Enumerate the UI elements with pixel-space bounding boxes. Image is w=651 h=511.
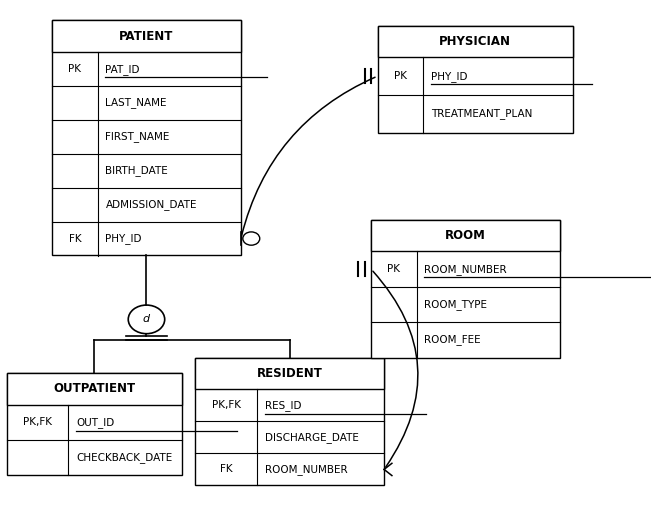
- Bar: [7, 373, 182, 475]
- Bar: [378, 26, 573, 57]
- Bar: [52, 20, 241, 256]
- Text: PK: PK: [68, 64, 81, 74]
- Text: OUTPATIENT: OUTPATIENT: [53, 382, 135, 396]
- Text: PHY_ID: PHY_ID: [105, 233, 142, 244]
- Text: RES_ID: RES_ID: [265, 400, 301, 411]
- Text: LAST_NAME: LAST_NAME: [105, 98, 167, 108]
- Text: ROOM_NUMBER: ROOM_NUMBER: [265, 464, 348, 475]
- Bar: [7, 373, 182, 405]
- Text: ROOM: ROOM: [445, 229, 486, 242]
- Bar: [52, 20, 241, 52]
- Text: ROOM_FEE: ROOM_FEE: [424, 335, 481, 345]
- Text: OUT_ID: OUT_ID: [76, 417, 115, 428]
- Bar: [378, 26, 573, 133]
- Text: CHECKBACK_DATE: CHECKBACK_DATE: [76, 452, 173, 463]
- Text: FK: FK: [220, 464, 232, 474]
- Text: PAT_ID: PAT_ID: [105, 63, 140, 75]
- Text: TREATMEANT_PLAN: TREATMEANT_PLAN: [431, 108, 533, 120]
- Text: PATIENT: PATIENT: [119, 30, 174, 43]
- Text: ROOM_NUMBER: ROOM_NUMBER: [424, 264, 507, 274]
- Bar: [195, 358, 384, 485]
- Text: PHYSICIAN: PHYSICIAN: [439, 35, 511, 48]
- Text: PK: PK: [387, 264, 400, 274]
- Text: ADMISSION_DATE: ADMISSION_DATE: [105, 199, 197, 210]
- Text: FK: FK: [68, 234, 81, 244]
- Text: BIRTH_DATE: BIRTH_DATE: [105, 165, 168, 176]
- Text: PK: PK: [394, 71, 407, 81]
- Bar: [371, 220, 560, 251]
- Bar: [371, 220, 560, 358]
- Text: ROOM_TYPE: ROOM_TYPE: [424, 299, 488, 310]
- Text: RESIDENT: RESIDENT: [256, 367, 323, 380]
- Text: PK,FK: PK,FK: [212, 401, 241, 410]
- Text: PHY_ID: PHY_ID: [431, 71, 467, 82]
- Text: PK,FK: PK,FK: [23, 417, 52, 427]
- Text: d: d: [143, 314, 150, 324]
- Bar: [195, 358, 384, 389]
- Text: DISCHARGE_DATE: DISCHARGE_DATE: [265, 432, 359, 443]
- Text: FIRST_NAME: FIRST_NAME: [105, 131, 170, 143]
